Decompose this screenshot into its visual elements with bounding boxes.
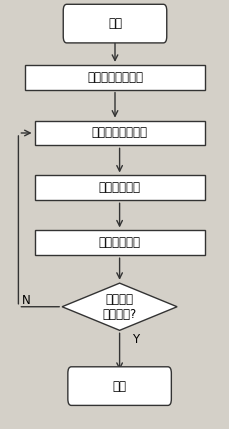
FancyBboxPatch shape [63,4,166,43]
FancyBboxPatch shape [34,230,204,255]
Text: 结束: 结束 [112,380,126,393]
Text: 空间单元
处理完毕?: 空间单元 处理完毕? [102,293,136,321]
Text: 确定发射粒子位置: 确定发射粒子位置 [91,127,147,139]
FancyBboxPatch shape [25,65,204,90]
Text: 计算发射距离: 计算发射距离 [98,181,140,194]
Text: Y: Y [132,333,139,346]
Text: 开始: 开始 [108,17,121,30]
FancyBboxPatch shape [34,121,204,145]
FancyBboxPatch shape [34,175,204,200]
Text: N: N [22,294,31,307]
Polygon shape [62,283,176,330]
FancyBboxPatch shape [68,367,171,405]
Text: 计算发射角度: 计算发射角度 [98,236,140,249]
Text: 确定空间单元个数: 确定空间单元个数 [87,71,142,84]
